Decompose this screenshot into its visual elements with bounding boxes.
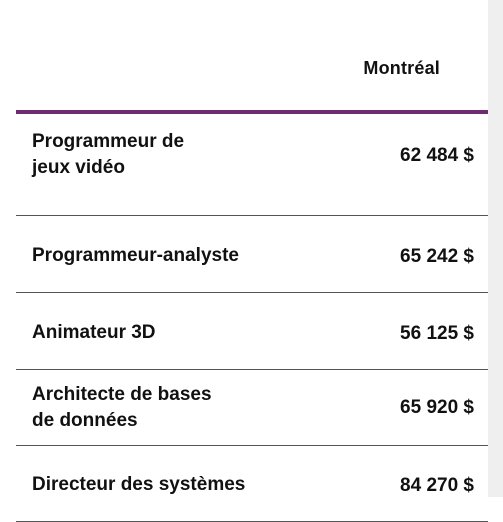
page-edge-shadow: [488, 0, 503, 497]
salary-value: 65 920 $: [400, 397, 474, 418]
table-row: Architecte de bases de données 65 920 $: [16, 370, 488, 446]
job-title-line: jeux vidéo: [32, 157, 125, 178]
table-row: Animateur 3D 56 125 $: [16, 293, 488, 370]
job-title: Programmeur-analyste: [32, 243, 239, 269]
job-title-line: Programmeur de: [32, 131, 185, 152]
salary-value: 84 270 $: [400, 475, 474, 496]
table-row: Directeur des systèmes 84 270 $: [16, 446, 488, 522]
salary-table: Montréal Programmeur de jeux vidéo 62 48…: [16, 0, 488, 522]
salary-value: 65 242 $: [400, 246, 474, 267]
column-header-montreal: Montréal: [363, 58, 440, 78]
job-title: Animateur 3D: [32, 320, 156, 346]
job-title-line: Animateur 3D: [32, 322, 156, 343]
table-row: Programmeur-analyste 65 242 $: [16, 216, 488, 293]
job-title-line: Directeur des systèmes: [32, 474, 246, 495]
job-title-line: Architecte de bases: [32, 384, 212, 405]
salary-value: 56 125 $: [400, 323, 474, 344]
table-row: Programmeur de jeux vidéo 62 484 $: [16, 114, 488, 216]
job-title-line: Programmeur-analyste: [32, 245, 239, 266]
job-title-line: de données: [32, 410, 138, 431]
salary-value: 62 484 $: [400, 145, 474, 166]
job-title: Programmeur de jeux vidéo: [32, 129, 184, 181]
job-title: Directeur des systèmes: [32, 472, 245, 498]
table-header: Montréal: [16, 0, 488, 114]
job-title: Architecte de bases de données: [32, 382, 212, 434]
